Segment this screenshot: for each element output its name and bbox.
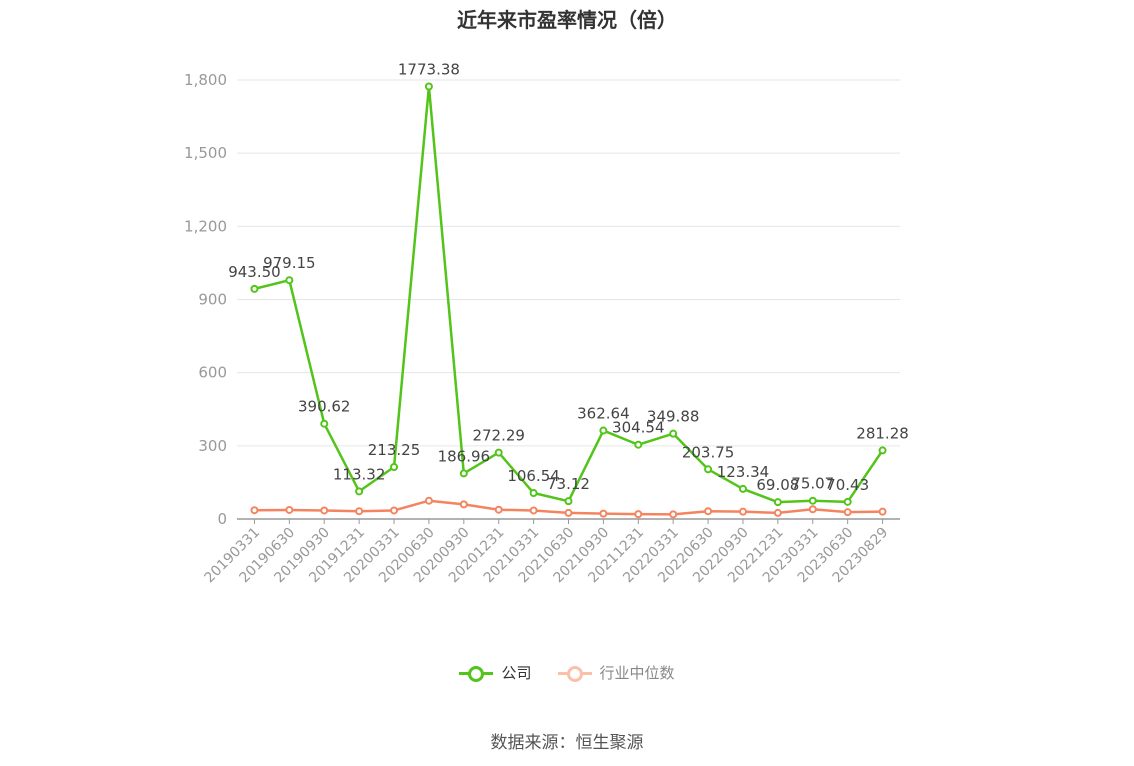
data-point-company — [738, 484, 747, 493]
data-point-company — [878, 446, 887, 455]
data-point-company — [634, 440, 643, 449]
data-source: 数据来源：恒生聚源 — [490, 733, 644, 753]
data-point-company — [843, 497, 852, 506]
data-point-industry — [669, 510, 678, 519]
y-tick-label: 1,800 — [184, 71, 227, 89]
data-point-industry — [355, 507, 364, 516]
y-tick-label: 1,500 — [184, 144, 227, 162]
data-point-company — [529, 489, 538, 498]
data-label: 272.29 — [472, 427, 525, 445]
data-label: 106.54 — [507, 467, 560, 485]
data-label: 213.25 — [368, 441, 421, 459]
legend-line-circle-icon — [557, 665, 592, 682]
data-point-industry — [599, 509, 608, 518]
data-point-industry — [634, 510, 643, 519]
data-point-company — [390, 462, 399, 471]
data-point-company — [459, 469, 468, 478]
legend-label-company: 公司 — [501, 664, 532, 682]
y-tick-label: 600 — [198, 364, 227, 382]
data-label: 304.54 — [612, 419, 665, 437]
data-point-industry — [738, 507, 747, 516]
data-point-industry — [843, 508, 852, 517]
data-point-company — [494, 448, 503, 457]
data-point-industry — [424, 496, 433, 505]
y-tick-label: 900 — [198, 291, 227, 309]
data-point-company — [704, 465, 713, 474]
data-point-industry — [878, 507, 887, 516]
data-label: 123.34 — [717, 463, 770, 481]
data-point-industry — [808, 505, 817, 514]
data-point-company — [669, 429, 678, 438]
data-label: 390.62 — [298, 398, 351, 416]
data-point-company — [320, 419, 329, 428]
series-line-company — [254, 85, 884, 504]
data-point-company — [599, 426, 608, 435]
legend-item-industry[interactable]: 行业中位数 — [557, 662, 675, 683]
chart-title: 近年来市盈率情况（倍） — [457, 8, 677, 32]
data-label: 69.08 — [756, 476, 799, 494]
legend-line-circle-icon — [459, 665, 494, 682]
data-point-company — [424, 82, 433, 91]
data-label: 186.96 — [438, 447, 491, 465]
data-label: 203.75 — [682, 443, 735, 461]
data-point-company — [355, 487, 364, 496]
y-tick-label: 300 — [198, 437, 227, 455]
data-point-company — [564, 497, 573, 506]
data-label: 113.32 — [333, 465, 386, 483]
legend-item-company[interactable]: 公司 — [459, 662, 532, 683]
data-label: 349.88 — [647, 408, 700, 426]
data-point-industry — [320, 506, 329, 515]
data-label: 75.07 — [791, 475, 834, 493]
y-tick-label: 0 — [217, 510, 227, 528]
data-point-industry — [494, 505, 503, 514]
data-label: 362.64 — [577, 405, 630, 423]
data-point-industry — [390, 506, 399, 515]
data-point-industry — [773, 508, 782, 517]
data-label: 979.15 — [263, 254, 316, 272]
y-tick-label: 1,200 — [184, 217, 227, 235]
data-point-industry — [285, 505, 294, 514]
data-label: 70.43 — [826, 476, 869, 494]
data-point-company — [285, 276, 294, 285]
data-point-company — [808, 496, 817, 505]
data-point-company — [250, 284, 259, 293]
data-point-industry — [704, 507, 713, 516]
data-point-industry — [459, 500, 468, 509]
data-label: 281.28 — [856, 424, 909, 442]
data-point-company — [773, 498, 782, 507]
data-label: 1773.38 — [398, 60, 460, 78]
data-point-industry — [564, 508, 573, 517]
data-label: 943.50 — [228, 263, 281, 281]
data-label: 73.12 — [547, 475, 590, 493]
data-point-industry — [250, 506, 259, 515]
legend: 公司 行业中位数 — [0, 662, 1134, 683]
data-point-industry — [529, 506, 538, 515]
legend-label-industry: 行业中位数 — [599, 664, 675, 682]
